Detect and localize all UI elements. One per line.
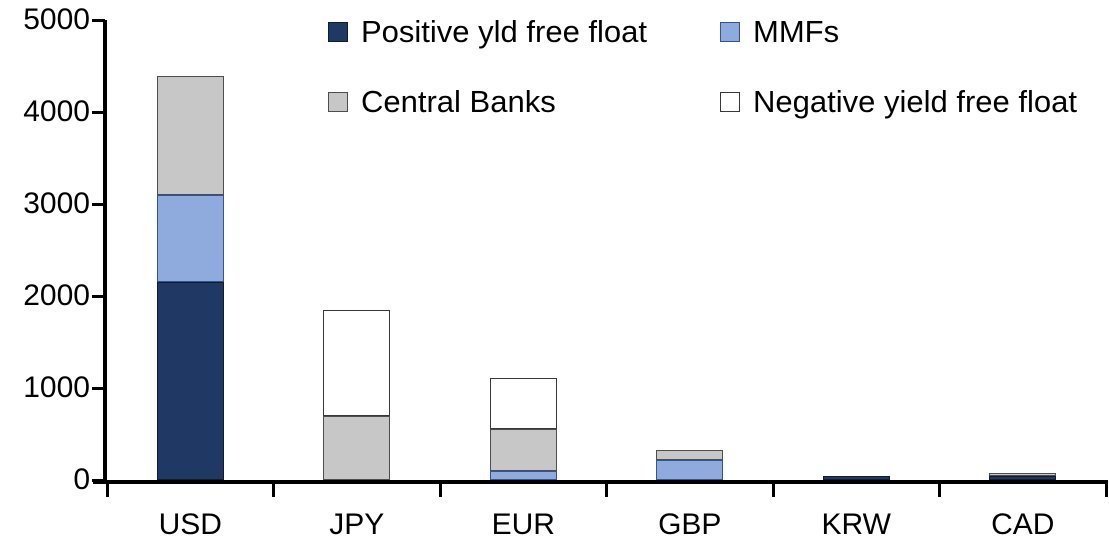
bar-segment-gbp-central-banks: [656, 449, 724, 460]
legend-label-central-banks: Central Banks: [361, 84, 556, 119]
x-axis-label-gbp: GBP: [658, 508, 722, 541]
y-axis-label: 1000: [23, 371, 90, 404]
y-axis-label: 4000: [23, 95, 90, 128]
bar-segment-eur-negative-yield-free-float: [489, 377, 557, 430]
x-axis-label-usd: USD: [158, 508, 222, 541]
legend-swatch-mmfs-icon: [720, 22, 740, 42]
y-tick: [92, 110, 105, 114]
legend-item-negative-yield-free-float: Negative yield free float: [720, 84, 1077, 120]
y-axis-label: 2000: [23, 279, 90, 312]
x-tick: [771, 480, 775, 497]
y-axis-label: 5000: [23, 3, 90, 36]
bar-segment-usd-positive-yld-free-float: [156, 282, 224, 480]
x-tick: [1104, 480, 1108, 497]
y-tick: [92, 294, 105, 298]
legend-swatch-negative-yield-free-float-icon: [720, 92, 740, 112]
bar-segment-jpy-central-banks: [323, 415, 391, 480]
x-tick: [272, 480, 275, 497]
bar-segment-eur-central-banks: [489, 429, 557, 471]
y-axis-line: [103, 20, 107, 484]
bar-segment-jpy-negative-yield-free-float: [323, 309, 391, 416]
bar-segment-krw-positive-yld-free-float: [822, 475, 890, 480]
legend-swatch-positive-yld-free-float-icon: [328, 22, 348, 42]
x-axis-line: [93, 480, 1107, 484]
legend-label-mmfs: MMFs: [753, 14, 840, 49]
y-axis-label: 0: [73, 463, 90, 496]
x-tick: [438, 480, 442, 497]
bar-segment-gbp-mmfs: [656, 459, 724, 480]
x-axis-label-krw: KRW: [821, 508, 891, 541]
bar-segment-eur-mmfs: [489, 470, 557, 480]
x-tick: [105, 480, 109, 497]
bar-segment-usd-mmfs: [156, 194, 224, 283]
x-axis-label-eur: EUR: [491, 508, 555, 541]
legend-label-negative-yield-free-float: Negative yield free float: [753, 84, 1077, 119]
y-tick: [92, 386, 105, 390]
y-tick: [92, 18, 105, 22]
x-tick: [605, 480, 608, 497]
x-axis-label-jpy: JPY: [329, 508, 385, 541]
bar-segment-cad-positive-yld-free-float: [989, 475, 1057, 480]
x-tick: [938, 480, 941, 497]
legend-item-positive-yld-free-float: Positive yld free float: [328, 14, 647, 50]
legend-label-positive-yld-free-float: Positive yld free float: [361, 14, 648, 49]
bar-segment-usd-central-banks: [156, 76, 224, 195]
x-axis-label-cad: CAD: [991, 508, 1055, 541]
bar-segment-cad-central-banks: [989, 472, 1057, 476]
y-axis-label: 3000: [23, 187, 90, 220]
legend-item-mmfs: MMFs: [720, 14, 839, 50]
y-tick: [92, 202, 105, 206]
legend-swatch-central-banks-icon: [328, 92, 348, 112]
legend-item-central-banks: Central Banks: [328, 84, 556, 120]
